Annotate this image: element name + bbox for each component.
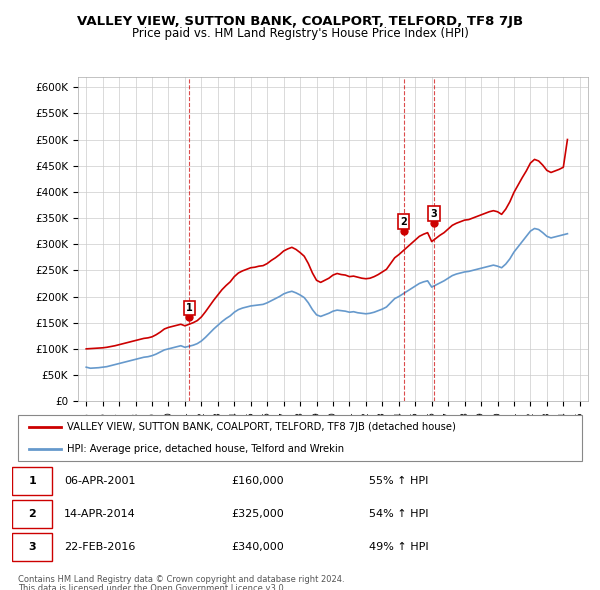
FancyBboxPatch shape bbox=[12, 500, 52, 528]
Text: 1: 1 bbox=[186, 303, 193, 313]
Text: 2: 2 bbox=[400, 217, 407, 227]
Text: This data is licensed under the Open Government Licence v3.0.: This data is licensed under the Open Gov… bbox=[18, 584, 286, 590]
Text: 1: 1 bbox=[28, 476, 36, 486]
Text: £340,000: £340,000 bbox=[231, 542, 284, 552]
FancyBboxPatch shape bbox=[18, 415, 582, 461]
Text: 2: 2 bbox=[28, 509, 36, 519]
Text: 3: 3 bbox=[430, 209, 437, 219]
Text: Price paid vs. HM Land Registry's House Price Index (HPI): Price paid vs. HM Land Registry's House … bbox=[131, 27, 469, 40]
Text: 06-APR-2001: 06-APR-2001 bbox=[64, 476, 136, 486]
Text: HPI: Average price, detached house, Telford and Wrekin: HPI: Average price, detached house, Telf… bbox=[67, 444, 344, 454]
Text: 49% ↑ HPI: 49% ↑ HPI bbox=[369, 542, 429, 552]
Text: 3: 3 bbox=[28, 542, 36, 552]
Text: £325,000: £325,000 bbox=[231, 509, 284, 519]
Text: 55% ↑ HPI: 55% ↑ HPI bbox=[369, 476, 428, 486]
Text: VALLEY VIEW, SUTTON BANK, COALPORT, TELFORD, TF8 7JB: VALLEY VIEW, SUTTON BANK, COALPORT, TELF… bbox=[77, 15, 523, 28]
FancyBboxPatch shape bbox=[12, 467, 52, 495]
Text: Contains HM Land Registry data © Crown copyright and database right 2024.: Contains HM Land Registry data © Crown c… bbox=[18, 575, 344, 584]
Text: 14-APR-2014: 14-APR-2014 bbox=[64, 509, 136, 519]
Text: 22-FEB-2016: 22-FEB-2016 bbox=[64, 542, 135, 552]
Text: VALLEY VIEW, SUTTON BANK, COALPORT, TELFORD, TF8 7JB (detached house): VALLEY VIEW, SUTTON BANK, COALPORT, TELF… bbox=[67, 422, 455, 432]
Text: £160,000: £160,000 bbox=[231, 476, 284, 486]
Text: 54% ↑ HPI: 54% ↑ HPI bbox=[369, 509, 428, 519]
FancyBboxPatch shape bbox=[12, 533, 52, 561]
